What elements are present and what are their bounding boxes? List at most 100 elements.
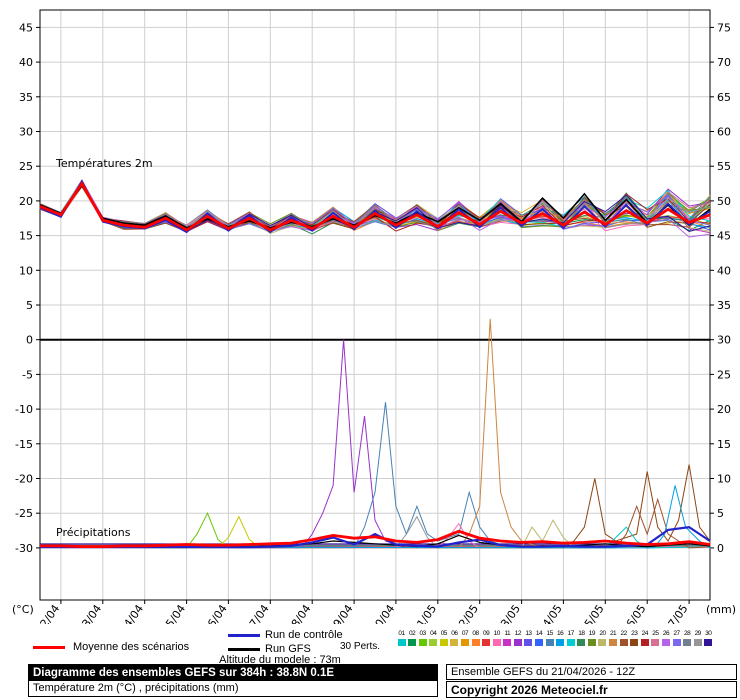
right-tick-label: 50 — [717, 195, 731, 208]
member-number: 26 — [662, 630, 670, 637]
member-number: 14 — [535, 630, 543, 637]
member-number: 30 — [705, 630, 712, 637]
member-legend-item: 17 — [566, 630, 575, 646]
left-tick-label: -15 — [15, 438, 33, 451]
temp-member-line — [39, 183, 711, 230]
control-line-swatch-icon — [228, 634, 260, 637]
diagram-title: Diagramme des ensembles GEFS sur 384h : … — [29, 665, 437, 681]
x-tick-label: 24/04 — [117, 602, 146, 624]
x-tick-label: 23/04 — [75, 602, 104, 624]
left-tick-label: 20 — [19, 195, 33, 208]
left-tick-label: 15 — [19, 230, 33, 243]
member-number: 23 — [631, 630, 638, 637]
member-color-swatch-icon — [704, 639, 713, 646]
x-tick-label: 29/04 — [327, 602, 356, 624]
member-legend-item: 02 — [408, 630, 417, 646]
member-color-swatch-icon — [619, 639, 628, 646]
left-tick-label: -30 — [15, 542, 33, 555]
member-legend-item: 19 — [587, 630, 596, 646]
member-number: 09 — [483, 630, 490, 637]
member-number: 18 — [578, 630, 585, 637]
right-tick-label: 75 — [717, 21, 731, 34]
member-number: 10 — [493, 630, 501, 637]
right-tick-label: 45 — [717, 230, 731, 243]
right-tick-label: 60 — [717, 125, 731, 138]
member-legend-item: 16 — [556, 630, 565, 646]
gfs-line-swatch-icon — [228, 648, 260, 651]
x-tick-label: 04/05 — [536, 602, 565, 624]
precip-member-line — [39, 402, 711, 549]
x-tick-label: 03/05 — [494, 602, 523, 624]
precip-member-line — [39, 464, 711, 549]
member-number: 25 — [652, 630, 659, 637]
member-color-swatch-icon — [429, 639, 438, 646]
right-tick-label: 10 — [717, 473, 731, 486]
legend-perts-label: 30 Perts. — [340, 641, 381, 652]
member-number: 24 — [641, 630, 649, 637]
right-unit-label: (mm) — [706, 603, 736, 616]
right-tick-label: 0 — [717, 542, 724, 555]
member-color-swatch-icon — [577, 639, 586, 646]
member-legend-item: 21 — [609, 630, 618, 646]
temp-mean-line — [39, 180, 711, 232]
member-legend-item: 18 — [577, 630, 586, 646]
member-legend-item: 04 — [429, 630, 438, 646]
member-color-swatch-icon — [630, 639, 639, 646]
left-tick-label: -20 — [15, 473, 33, 486]
left-tick-label: 5 — [26, 299, 33, 312]
member-legend-item: 13 — [524, 630, 533, 646]
right-tick-label: 65 — [717, 91, 731, 104]
member-color-swatch-icon — [482, 639, 491, 646]
member-legend-item: 15 — [545, 630, 554, 646]
precip-mean-line — [40, 529, 711, 548]
x-tick-label: 07/05 — [662, 602, 691, 624]
member-color-swatch-icon — [661, 639, 670, 646]
x-tick-label: 02/05 — [452, 602, 481, 624]
member-legend-item: 30 — [704, 630, 713, 646]
member-legend-item: 28 — [683, 630, 692, 646]
member-color-swatch-icon — [693, 639, 702, 646]
member-legend-item: 09 — [482, 630, 491, 646]
member-number: 12 — [514, 630, 522, 637]
member-color-swatch-icon — [450, 639, 459, 646]
member-color-swatch-icon — [556, 639, 565, 646]
member-number: 15 — [546, 630, 553, 637]
member-number: 03 — [419, 630, 427, 637]
member-color-swatch-icon — [640, 639, 649, 646]
member-color-swatch-icon — [683, 639, 692, 646]
precip-control-line — [40, 525, 711, 549]
right-tick-label: 35 — [717, 299, 731, 312]
copyright: Copyright 2026 Meteociel.fr — [446, 681, 737, 698]
right-tick-label: 30 — [717, 334, 731, 347]
member-legend-item: 25 — [651, 630, 660, 646]
right-tick-label: 15 — [717, 438, 731, 451]
left-tick-label: -10 — [15, 403, 33, 416]
member-number: 17 — [567, 630, 575, 637]
member-color-swatch-icon — [397, 639, 406, 646]
member-legend-item: 20 — [598, 630, 607, 646]
member-legend-item: 01 — [397, 630, 406, 646]
member-color-swatch-icon — [471, 639, 480, 646]
member-color-swatch-icon — [566, 639, 575, 646]
member-legend-item: 07 — [460, 630, 469, 646]
x-tick-label: 26/04 — [201, 602, 230, 624]
member-color-swatch-icon — [587, 639, 596, 646]
member-color-swatch-icon — [439, 639, 448, 646]
temp-gfs-line — [39, 184, 711, 229]
x-tick-label: 22/04 — [34, 602, 63, 624]
legend-mean-label: Moyenne des scénarios — [73, 641, 190, 653]
member-number: 01 — [398, 630, 405, 637]
member-number: 27 — [673, 630, 680, 637]
member-number: 13 — [525, 630, 532, 637]
member-color-swatch-icon — [672, 639, 681, 646]
run-info: Ensemble GEFS du 21/04/2026 - 12Z — [446, 664, 737, 680]
member-color-swatch-icon — [460, 639, 469, 646]
right-tick-label: 25 — [717, 368, 731, 381]
plot-layer: 454035302520151050-5-10-15-20-25-3075706… — [15, 9, 731, 624]
member-color-swatch-icon — [535, 639, 544, 646]
right-tick-label: 55 — [717, 160, 731, 173]
right-tick-label: 5 — [717, 507, 724, 520]
precipitation-label: Précipitations — [56, 526, 131, 539]
left-tick-label: 10 — [19, 264, 33, 277]
temperature-label: Températures 2m — [55, 157, 153, 170]
